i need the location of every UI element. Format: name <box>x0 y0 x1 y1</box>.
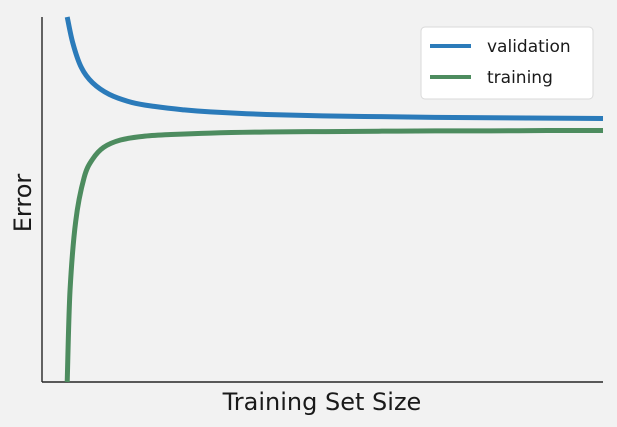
legend-label-validation: validation <box>487 37 571 57</box>
series-layer <box>64 16 604 383</box>
series-line-training <box>64 128 603 383</box>
series-line-validation <box>64 16 604 121</box>
x-axis-title: Training Set Size <box>222 388 422 416</box>
legend-label-training: training <box>487 68 553 88</box>
axes <box>41 17 603 383</box>
y-axis-title: Error <box>9 174 37 233</box>
legend: validation training <box>420 26 594 100</box>
